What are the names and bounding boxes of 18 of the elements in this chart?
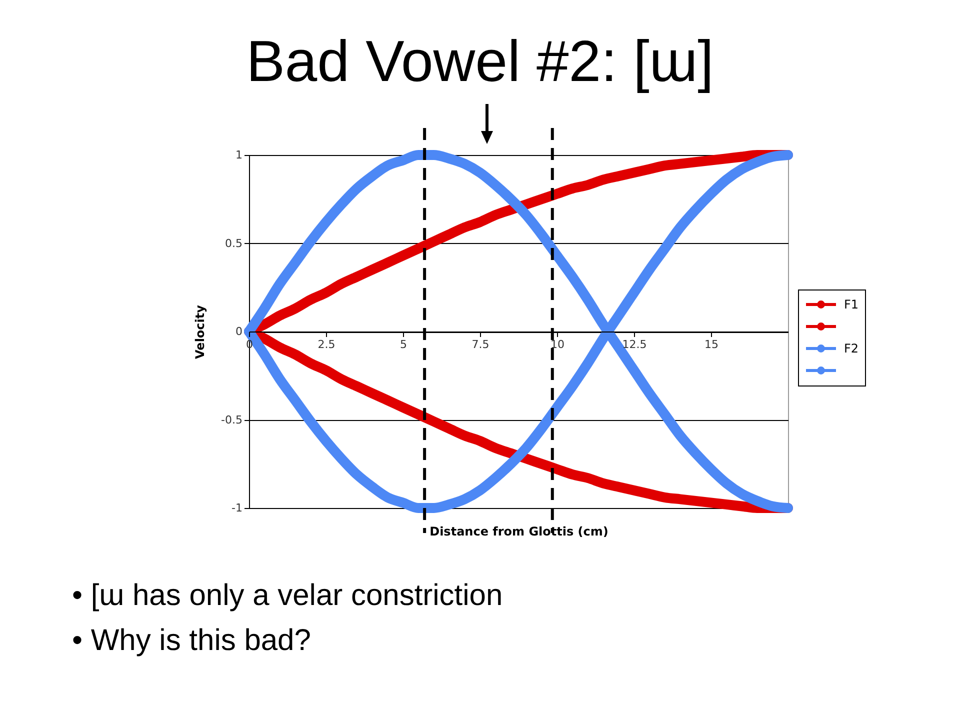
y-tick-label: 0 <box>236 325 242 338</box>
y-axis-title: Velocity <box>193 304 208 359</box>
x-tick-label: 5 <box>400 338 407 351</box>
x-tick-label: 10 <box>550 338 564 351</box>
y-tick-label: 1 <box>236 148 242 162</box>
text: • Why is this bad? <box>72 623 312 659</box>
chart-title: Bad Vowel #2: [ɯ] <box>245 29 715 95</box>
y-tick-label: 0.5 <box>225 236 242 250</box>
text: • [ɯ has only a velar constriction <box>72 578 503 614</box>
x-tick-label: 15 <box>704 338 718 351</box>
x-axis-title: Distance from Glottis (cm) <box>430 524 608 538</box>
x-tick-label: 2.5 <box>318 338 336 351</box>
legend-label: F1 <box>844 298 859 312</box>
x-tick-label: 7.5 <box>472 338 490 351</box>
legend-label: F2 <box>844 342 859 356</box>
y-tick-label: -1 <box>232 502 242 514</box>
x-tick-label: 12.5 <box>622 338 647 351</box>
y-tick-label: -0.5 <box>221 413 242 426</box>
